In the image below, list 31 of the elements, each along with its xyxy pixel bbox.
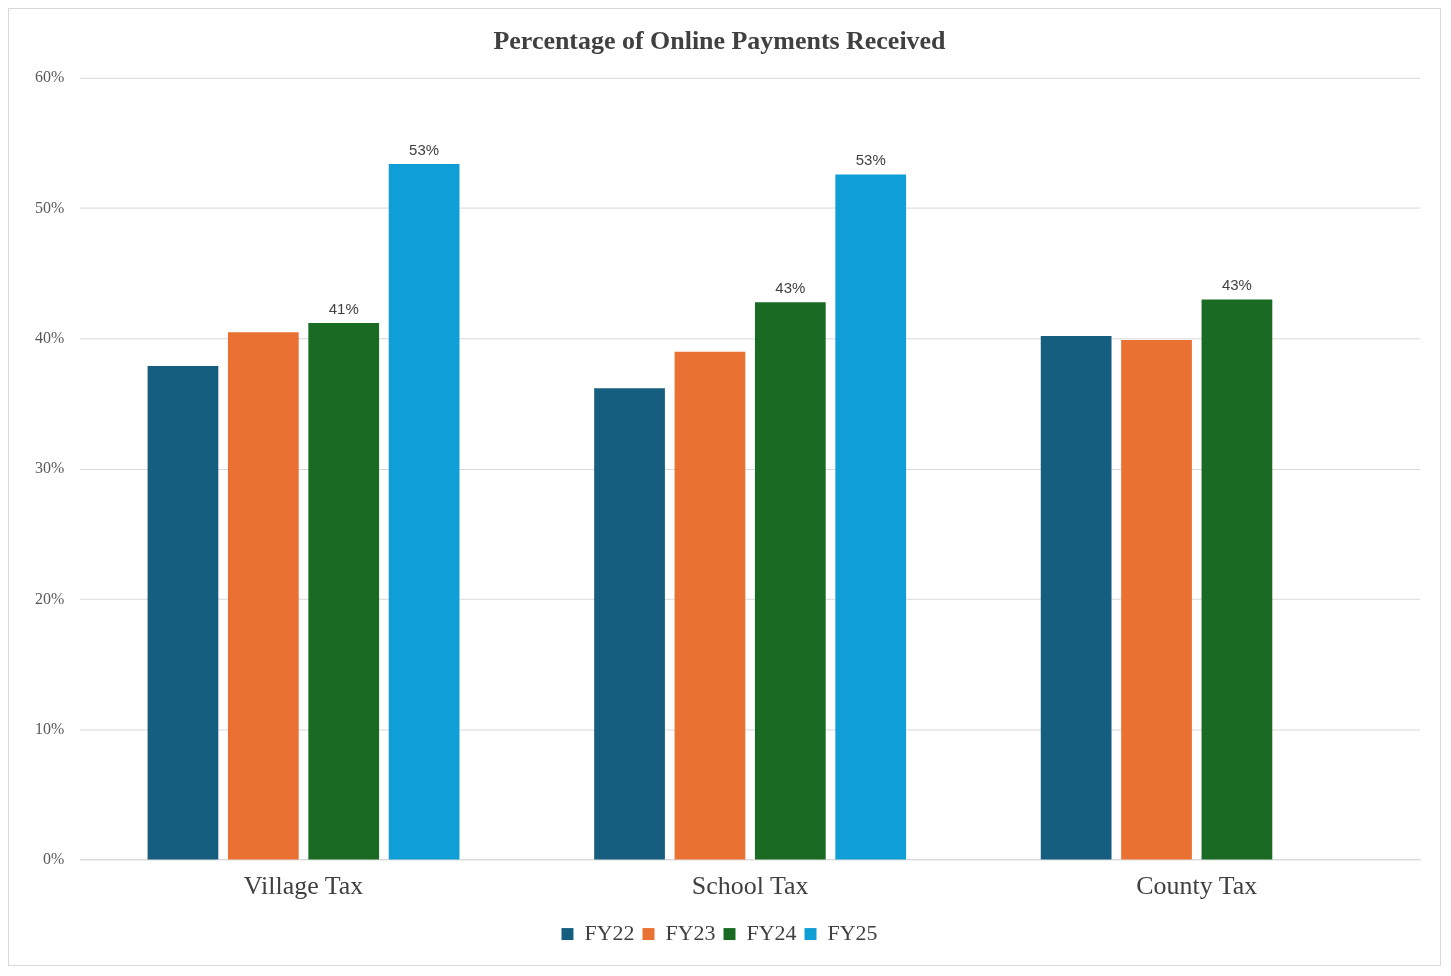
- legend-label: FY25: [827, 919, 878, 945]
- bar: [308, 323, 380, 860]
- x-tick-label: Village Tax: [243, 871, 364, 901]
- y-tick-label: 10%: [34, 719, 65, 737]
- y-tick-label: 40%: [34, 328, 65, 346]
- x-tick-label: County Tax: [1136, 871, 1258, 901]
- bar: [1040, 336, 1112, 860]
- data-label: 53%: [855, 151, 886, 169]
- bar: [594, 388, 665, 860]
- data-label: 41%: [328, 299, 359, 317]
- bar: [674, 351, 746, 860]
- y-tick-label: 30%: [34, 459, 65, 477]
- bar: [754, 302, 826, 860]
- y-tick-label: 60%: [34, 68, 65, 86]
- chart-title: Percentage of Online Payments Received: [493, 26, 947, 56]
- y-tick-label: 50%: [34, 198, 65, 216]
- bar: [1121, 340, 1192, 860]
- legend-label: FY23: [665, 919, 716, 945]
- bar: [227, 332, 299, 860]
- y-tick-label: 0%: [42, 850, 65, 868]
- data-label: 53%: [409, 140, 440, 158]
- bar: [1201, 299, 1273, 860]
- y-tick-label: 20%: [34, 589, 65, 607]
- x-tick-label: School Tax: [691, 871, 809, 901]
- data-label: 43%: [1221, 276, 1252, 294]
- bar: [147, 366, 219, 860]
- legend-label: FY24: [746, 919, 797, 945]
- data-label: 43%: [775, 278, 806, 296]
- bar: [835, 174, 907, 860]
- legend-label: FY22: [584, 919, 635, 945]
- bar: [388, 164, 460, 860]
